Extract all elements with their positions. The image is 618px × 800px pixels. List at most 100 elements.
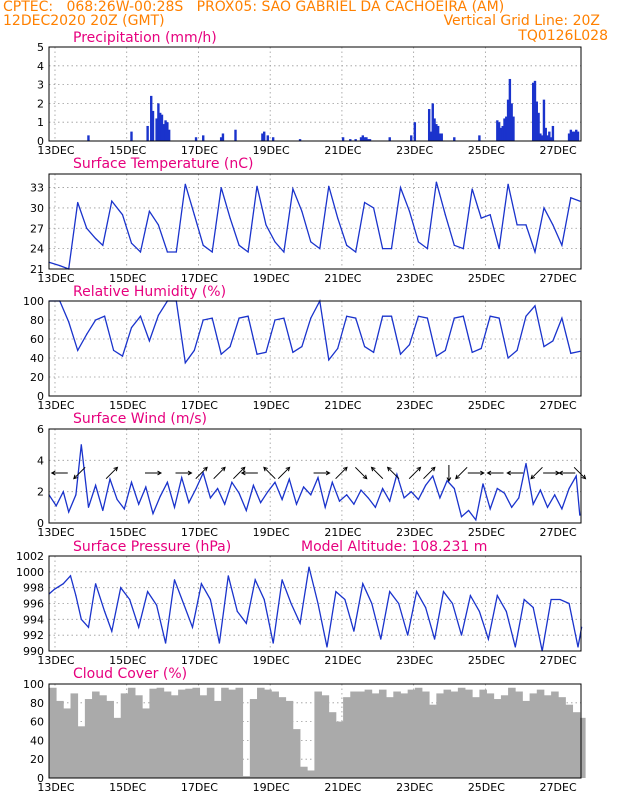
rh-point (507, 357, 509, 359)
rh-point (68, 321, 70, 323)
temp-point (247, 251, 249, 253)
precip-ytick-label: 2 (37, 97, 44, 110)
pres-point (317, 602, 319, 605)
cloud-bar (77, 726, 86, 778)
precip-ytick-label: 1 (37, 116, 44, 129)
wind-xtick-label: 23DEC (396, 526, 433, 539)
rh-point (399, 353, 402, 355)
wind-point (367, 497, 369, 499)
wind-point (195, 487, 197, 490)
pres-ytick-label: 998 (23, 582, 44, 595)
wind-vector-arrow (50, 470, 68, 476)
precip-bar (510, 103, 513, 141)
precip-bar (512, 116, 515, 141)
temp-title: Surface Temperature (nC) (73, 156, 254, 172)
precip-xtick-label: 15DEC (109, 144, 146, 157)
precip-bar (496, 120, 499, 141)
wind-point (288, 478, 290, 480)
wind-ytick-label: 4 (37, 454, 44, 467)
rh-point (444, 349, 446, 351)
cloud-bar (558, 697, 566, 778)
precip-bar (499, 127, 503, 141)
temp-point (364, 201, 366, 204)
rh-point (238, 317, 240, 319)
wind-vector-arrow (313, 470, 331, 476)
wind-point (166, 481, 168, 483)
pres-point (496, 594, 498, 597)
temp-ytick-label: 33 (30, 182, 44, 195)
pres-xtick-label: 13DEC (37, 654, 74, 667)
pres-xtick-label: 21DEC (324, 654, 361, 667)
cloud-bar (522, 700, 531, 778)
rh-point (417, 315, 420, 317)
rh-xtick-label: 17DEC (181, 399, 218, 412)
temp-point (111, 200, 113, 202)
wind-point (331, 481, 333, 483)
wind-point (75, 494, 77, 496)
precip-bar (567, 133, 571, 141)
rh-ytick-label: 20 (30, 371, 44, 384)
pres-point (69, 575, 72, 577)
cloud-bar (508, 687, 516, 778)
pres-point (75, 594, 77, 597)
precip-bar (505, 116, 508, 141)
wind-point (561, 508, 563, 510)
rh-point (579, 350, 581, 352)
pres-point (442, 591, 445, 593)
cloud-xtick-label: 21DEC (324, 781, 361, 794)
temp-point (381, 248, 384, 250)
wind-point (338, 500, 341, 502)
cloud-bar (292, 729, 301, 778)
precip-bar (427, 109, 431, 141)
wind-point (410, 491, 412, 493)
rh-point (148, 340, 151, 342)
cloud-bar (163, 691, 172, 778)
cloud-xtick-label: 25DEC (468, 781, 505, 794)
cloud-bar (551, 691, 559, 778)
cloud-bar (221, 687, 229, 778)
cloud-ytick-label: 40 (30, 734, 44, 747)
rh-panel: 0 20 40 60 80 100 13DEC 15DEC 17DEC 19DEC 21DEC 23D… (23, 295, 582, 412)
wind-point (138, 503, 140, 505)
temp-point (202, 244, 204, 246)
pres-point (532, 606, 534, 609)
pres-ytick-label: 994 (23, 613, 44, 626)
rh-point (328, 359, 330, 361)
pres-point (103, 610, 106, 613)
precip-bar (535, 101, 538, 141)
rh-point (462, 315, 464, 317)
temp-point (319, 248, 321, 250)
pres-point (389, 591, 391, 593)
rh-point (337, 347, 339, 350)
wind-point (260, 502, 262, 504)
wind-point (80, 444, 82, 446)
pres-point (164, 642, 167, 644)
precip-xtick-label: 23DEC (396, 144, 433, 157)
pres-point (380, 638, 382, 640)
wind-point (575, 475, 577, 477)
temp-point (283, 251, 285, 253)
wind-vector-arrow (105, 466, 119, 480)
temp-point (292, 188, 294, 190)
pres-point (218, 642, 220, 644)
wind-xtick-label: 21DEC (324, 526, 361, 539)
pres-ytick-label: 992 (23, 629, 44, 642)
precip-bar (506, 99, 510, 141)
precip-bar (271, 137, 275, 141)
temp-point (130, 242, 133, 244)
pres-point (335, 591, 337, 593)
precip-bar (262, 131, 266, 141)
header-line1: CPTEC: 068:26W-00:28S PROX05: SAO GABRIE… (3, 0, 504, 15)
temp-point (310, 241, 312, 243)
pres-xtick-label: 25DEC (468, 654, 505, 667)
temp-point (498, 248, 500, 250)
cloud-bar (99, 695, 107, 778)
pres-point (514, 646, 516, 648)
pres-point (478, 610, 480, 613)
temp-point (444, 214, 446, 216)
wind-point (274, 481, 276, 483)
wind-point (68, 511, 70, 513)
cloud-bar (378, 689, 387, 778)
rh-point (95, 319, 97, 321)
temp-point (579, 200, 581, 202)
